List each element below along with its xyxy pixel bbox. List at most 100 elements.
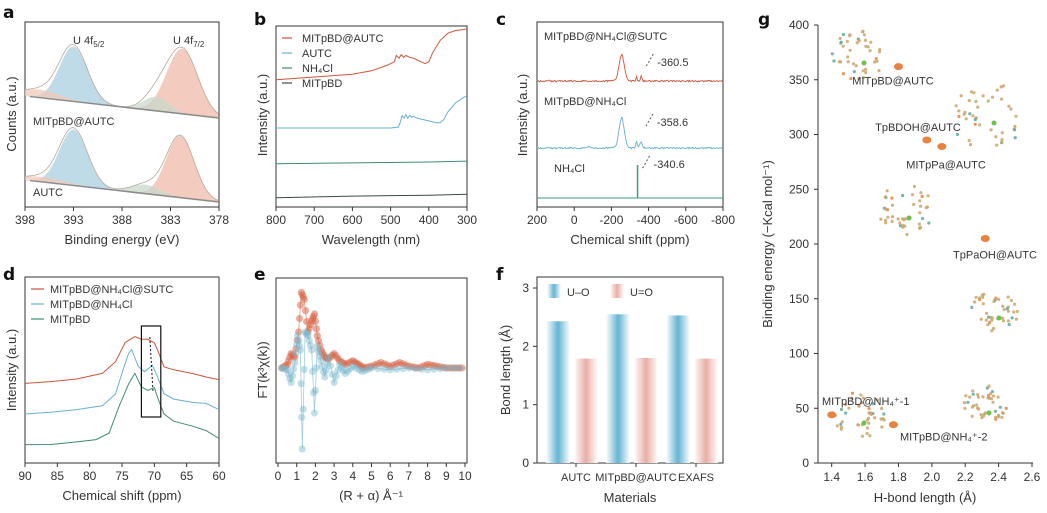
molecule-atom xyxy=(964,117,968,121)
molecule-atom xyxy=(1006,319,1011,323)
data-point xyxy=(308,346,316,354)
data-point xyxy=(311,386,319,394)
molecule-atom xyxy=(873,416,877,420)
data-point xyxy=(922,136,932,144)
y-tick-label: 50 xyxy=(796,401,810,415)
molecule-atom xyxy=(850,391,855,395)
point-label: TpPaOH@AUTC xyxy=(953,250,1037,262)
molecule-atom xyxy=(883,195,887,199)
series-line xyxy=(536,53,724,83)
molecule-atom xyxy=(957,109,961,113)
series-line xyxy=(24,372,220,446)
panel-label-g: g xyxy=(758,10,770,30)
x-tick-label: 500 xyxy=(381,213,401,227)
molecule-atom xyxy=(993,409,998,413)
molecule-atom xyxy=(867,407,871,411)
x-tick-label: 60 xyxy=(212,469,226,483)
molecule-atom xyxy=(891,215,895,219)
data-point xyxy=(295,314,304,323)
data-point xyxy=(283,366,291,374)
molecule-atom xyxy=(841,44,845,48)
molecular-structures xyxy=(830,29,1019,438)
molecule-atom xyxy=(964,394,968,398)
data-point xyxy=(287,378,295,386)
molecule-atom xyxy=(863,38,868,43)
molecule-atom xyxy=(919,191,923,195)
molecule-atom xyxy=(910,193,915,197)
point-label: TpBDOH@AUTC xyxy=(875,122,961,134)
data-point xyxy=(316,352,324,360)
molecule-atom xyxy=(830,52,834,56)
molecule-atom xyxy=(996,415,1001,419)
data-point xyxy=(324,353,333,361)
molecule-atom xyxy=(988,321,992,325)
bar xyxy=(634,358,658,463)
y-axis-label-a: Counts (a.u.) xyxy=(4,76,19,151)
data-point xyxy=(318,362,326,370)
fitted-peak xyxy=(25,48,219,118)
molecule-atom xyxy=(984,318,988,322)
molecule-atom xyxy=(850,396,854,400)
curve-label-autc: AUTC xyxy=(33,187,63,199)
uranium-atom xyxy=(861,60,867,66)
molecule-atom xyxy=(962,401,967,405)
panel-label-b: b xyxy=(254,10,266,30)
series-line xyxy=(275,160,468,165)
data-point xyxy=(430,365,438,373)
legend-label: MITpBD@AUTC xyxy=(302,33,384,45)
x-tick-label: 1.4 xyxy=(823,470,840,484)
molecule-atom xyxy=(874,57,878,61)
data-point xyxy=(344,367,352,375)
annotation-arrow xyxy=(641,155,650,171)
molecule-atom xyxy=(873,60,877,64)
baseline-AUTC xyxy=(29,179,220,203)
data-point xyxy=(352,364,360,372)
curve-label-c-2: MITpBD@NH₄Cl xyxy=(544,96,626,108)
x-tick-label: 10 xyxy=(458,469,472,483)
molecule-atom xyxy=(979,413,983,417)
data-point xyxy=(349,362,357,370)
x-tick-label: 1.6 xyxy=(857,470,874,484)
data-point xyxy=(303,330,311,338)
molecule-atom xyxy=(898,224,903,228)
peak-label-4f72-sub: 7/2 xyxy=(193,40,205,49)
series-line xyxy=(276,95,468,129)
panel-label-f: f xyxy=(496,265,504,285)
molecule-atom xyxy=(996,395,1000,399)
data-point xyxy=(334,366,342,374)
data-point xyxy=(314,347,323,355)
molecule-atom xyxy=(900,217,905,221)
annotation-value: -340.6 xyxy=(654,159,685,171)
panel-g-binding-energy: MITpBD@AUTC TpBDOH@AUTC MITpPa@AUTC TpPaOH@… xyxy=(760,18,1041,505)
molecule-atom xyxy=(912,202,916,207)
data-point xyxy=(442,364,450,372)
data-point xyxy=(300,296,308,304)
binding-points: MITpBD@AUTC TpBDOH@AUTC MITpPa@AUTC TpPaOH@… xyxy=(822,63,1037,444)
molecule-atom xyxy=(997,297,1001,302)
data-point xyxy=(280,365,288,373)
data-point xyxy=(326,362,334,370)
fitted-peak xyxy=(25,89,219,118)
data-point xyxy=(346,364,354,373)
legend-f: U–O U=O xyxy=(547,284,653,299)
molecule-atom xyxy=(1000,138,1004,142)
data-point xyxy=(424,366,432,374)
x-ticks-b: 800 700 600 500 400 300 xyxy=(266,207,477,227)
data-point xyxy=(330,378,338,386)
molecule-atom xyxy=(978,296,982,300)
data-point xyxy=(311,317,319,325)
uranium-atom xyxy=(906,215,912,221)
data-point xyxy=(322,366,330,374)
molecule-atom xyxy=(839,422,843,426)
x-axis-label-b: Wavelength (nm) xyxy=(322,232,421,247)
data-point xyxy=(937,143,947,151)
y-axis-label-b: Intensity (a.u.) xyxy=(255,74,270,156)
bond-bars xyxy=(546,314,718,463)
x-axis-label-d: Chemical shift (ppm) xyxy=(62,488,181,503)
molecule-atom xyxy=(968,143,973,147)
molecule-atom xyxy=(920,194,924,199)
molecule-atom xyxy=(1009,107,1013,111)
x-tick-label: 70 xyxy=(148,469,162,483)
molecule-atom xyxy=(991,326,996,331)
molecule-atom xyxy=(1006,295,1010,299)
